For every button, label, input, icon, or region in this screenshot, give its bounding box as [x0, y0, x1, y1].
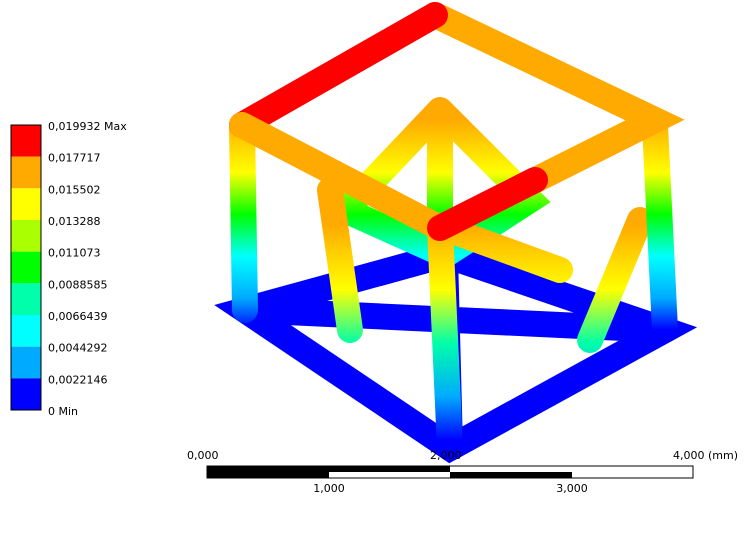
legend-label: 0,011073	[48, 247, 101, 260]
legend: 0,019932 Max 0,017717 0,015502 0,013288 0,01…	[11, 120, 127, 418]
legend-swatch	[11, 252, 41, 284]
scale-segment	[207, 472, 329, 478]
legend-label: 0,0088585	[48, 278, 108, 291]
legend-label: 0,019932 Max	[48, 120, 127, 133]
legend-label: 0,015502	[48, 183, 101, 196]
scale-segment	[207, 466, 450, 472]
legend-label: 0,0022146	[48, 373, 108, 386]
legend-label: 0,013288	[48, 215, 101, 228]
model	[242, 15, 665, 448]
legend-swatch	[11, 315, 41, 347]
legend-swatch	[11, 125, 41, 157]
legend-swatch	[11, 188, 41, 220]
legend-swatch	[11, 220, 41, 252]
legend-swatch	[11, 347, 41, 379]
scale-label: 2,000	[430, 449, 462, 462]
legend-label: 0 Min	[48, 405, 78, 418]
legend-swatch	[11, 283, 41, 315]
scale-label: 0,000	[187, 449, 219, 462]
legend-label: 0,0044292	[48, 342, 108, 355]
legend-label: 0,0066439	[48, 310, 108, 323]
scale-label: 1,000	[313, 482, 345, 495]
scale-label: 3,000	[556, 482, 588, 495]
legend-swatch	[11, 157, 41, 189]
legend-label: 0,017717	[48, 152, 101, 165]
scale-segment	[450, 472, 572, 478]
viewport: 0,019932 Max 0,017717 0,015502 0,013288 0,01…	[0, 0, 754, 551]
scale-label: 4,000 (mm)	[673, 449, 738, 462]
legend-swatch	[11, 378, 41, 410]
